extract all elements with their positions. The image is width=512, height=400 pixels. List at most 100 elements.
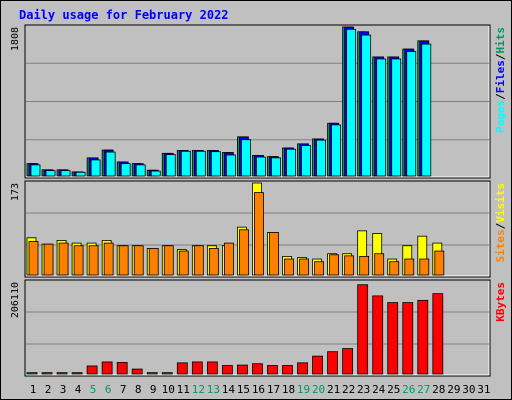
bar-kbytes-day-1 bbox=[26, 372, 38, 375]
bar-sites-day-2 bbox=[43, 243, 54, 276]
bar-pages-day-23 bbox=[361, 34, 372, 177]
bar-pages-day-5 bbox=[90, 159, 101, 177]
bar-sites-day-26 bbox=[404, 258, 415, 276]
x-tick-day-17: 17 bbox=[267, 383, 280, 396]
x-tick-day-26: 26 bbox=[402, 383, 415, 396]
bar-kbytes-day-17 bbox=[267, 365, 278, 375]
bar-pages-day-27 bbox=[421, 43, 432, 177]
bar-sites-day-5 bbox=[88, 245, 99, 276]
bar-pages-day-14 bbox=[225, 154, 236, 177]
bar-sites-day-6 bbox=[103, 242, 114, 276]
bar-sites-day-20 bbox=[314, 261, 324, 276]
bar-pages-day-20 bbox=[316, 139, 326, 177]
bar-sites-day-21 bbox=[329, 254, 340, 276]
chart-title: Daily usage for February 2022 bbox=[19, 8, 229, 22]
bar-kbytes-day-5 bbox=[86, 365, 98, 375]
x-tick-day-30: 30 bbox=[462, 383, 475, 396]
legend-hits: Hits bbox=[494, 27, 507, 54]
bar-pages-day-15 bbox=[241, 139, 251, 177]
x-tick-day-5: 5 bbox=[90, 383, 97, 396]
x-tick-day-15: 15 bbox=[237, 383, 250, 396]
bar-pages-day-8 bbox=[135, 164, 146, 177]
bar-kbytes-day-18 bbox=[282, 365, 293, 375]
bar-kbytes-day-27 bbox=[417, 299, 429, 375]
bar-pages-day-26 bbox=[406, 51, 417, 177]
bar-kbytes-day-3 bbox=[56, 372, 68, 375]
bar-pages-day-22 bbox=[346, 28, 357, 177]
bar-sites-day-9 bbox=[148, 248, 159, 276]
bar-kbytes-day-20 bbox=[312, 355, 323, 375]
bar-sites-day-14 bbox=[223, 242, 234, 276]
x-tick-day-27: 27 bbox=[417, 383, 430, 396]
x-tick-day-2: 2 bbox=[45, 383, 52, 396]
bottom-ymax-label: 206110 bbox=[10, 282, 21, 318]
top-legend: Pages/Files/Hits bbox=[494, 27, 507, 133]
legend-separator: / bbox=[494, 93, 507, 100]
legend-separator: / bbox=[494, 53, 507, 60]
bar-sites-day-11 bbox=[178, 250, 189, 276]
x-tick-day-1: 1 bbox=[30, 383, 37, 396]
bar-sites-day-10 bbox=[163, 245, 174, 276]
x-tick-day-6: 6 bbox=[105, 383, 112, 396]
bar-sites-day-18 bbox=[284, 258, 294, 276]
bar-pages-day-16 bbox=[256, 156, 266, 177]
bar-sites-day-15 bbox=[239, 229, 249, 276]
x-tick-day-14: 14 bbox=[222, 383, 236, 396]
bar-pages-day-17 bbox=[271, 157, 281, 177]
x-tick-day-3: 3 bbox=[60, 383, 67, 396]
bar-kbytes-day-13 bbox=[206, 361, 218, 375]
x-tick-day-7: 7 bbox=[120, 383, 127, 396]
bar-pages-day-6 bbox=[105, 151, 116, 177]
bar-kbytes-day-19 bbox=[297, 362, 308, 375]
bar-sites-day-28 bbox=[434, 250, 445, 276]
bar-sites-day-12 bbox=[193, 245, 204, 276]
bottom-panel: 206110 KBytes bbox=[10, 279, 507, 377]
bar-kbytes-day-16 bbox=[252, 363, 263, 375]
bar-sites-day-8 bbox=[133, 245, 144, 276]
legend-pages: Pages bbox=[494, 100, 507, 133]
legend-separator: / bbox=[494, 222, 507, 229]
bar-sites-day-25 bbox=[389, 261, 400, 276]
x-tick-day-16: 16 bbox=[252, 383, 265, 396]
legend-sites: Sites bbox=[494, 229, 507, 262]
x-tick-day-9: 9 bbox=[150, 383, 157, 396]
bar-sites-day-3 bbox=[58, 242, 69, 276]
x-tick-day-23: 23 bbox=[357, 383, 370, 396]
x-tick-day-20: 20 bbox=[312, 383, 325, 396]
bar-pages-day-25 bbox=[391, 58, 402, 177]
bar-kbytes-day-2 bbox=[41, 372, 53, 375]
bar-pages-day-19 bbox=[301, 145, 311, 177]
bar-kbytes-day-14 bbox=[221, 365, 233, 375]
bar-sites-day-1 bbox=[28, 241, 39, 276]
bar-kbytes-day-28 bbox=[432, 293, 444, 375]
middle-ymax-label: 173 bbox=[10, 183, 21, 201]
bar-kbytes-day-12 bbox=[191, 361, 203, 375]
chart-panels: 1808Pages/Files/Hits173Sites/Visits20611… bbox=[10, 24, 507, 377]
bar-pages-day-2 bbox=[45, 170, 56, 177]
x-tick-day-4: 4 bbox=[75, 383, 82, 396]
bar-kbytes-day-21 bbox=[327, 351, 339, 375]
x-tick-day-19: 19 bbox=[297, 383, 310, 396]
middle-panel: 173 Sites/Visits bbox=[10, 180, 507, 278]
bar-sites-day-22 bbox=[344, 255, 355, 276]
x-tick-day-29: 29 bbox=[447, 383, 460, 396]
bar-sites-day-13 bbox=[208, 248, 219, 276]
x-tick-day-8: 8 bbox=[135, 383, 142, 396]
bar-sites-day-4 bbox=[73, 245, 84, 276]
bar-sites-day-23 bbox=[359, 255, 370, 276]
bar-sites-day-24 bbox=[374, 253, 385, 276]
bar-sites-day-17 bbox=[269, 232, 279, 276]
legend-visits: Visits bbox=[494, 183, 507, 223]
bar-pages-day-7 bbox=[120, 163, 131, 177]
bar-pages-day-10 bbox=[165, 154, 176, 177]
x-tick-day-31: 31 bbox=[477, 383, 490, 396]
bar-kbytes-day-25 bbox=[387, 302, 399, 375]
bar-kbytes-day-6 bbox=[101, 361, 113, 375]
x-tick-day-25: 25 bbox=[387, 383, 400, 396]
bar-kbytes-day-7 bbox=[116, 361, 128, 375]
bar-sites-day-27 bbox=[419, 258, 430, 276]
legend-files: Files bbox=[494, 60, 507, 93]
x-tick-day-18: 18 bbox=[282, 383, 295, 396]
x-tick-day-21: 21 bbox=[327, 383, 340, 396]
